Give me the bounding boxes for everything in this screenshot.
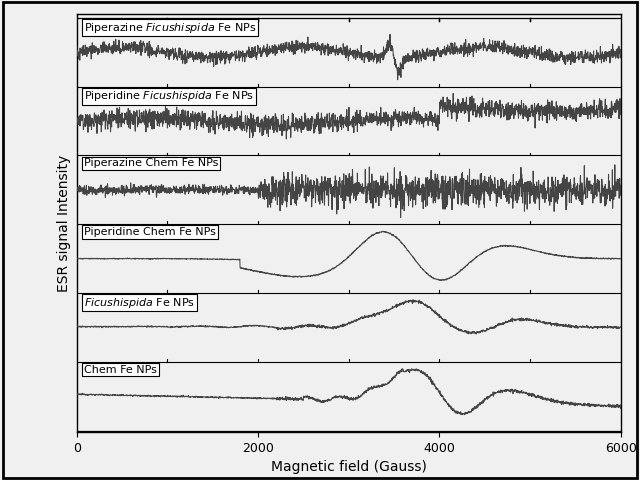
X-axis label: Magnetic field (Gauss): Magnetic field (Gauss)	[271, 460, 427, 474]
Text: Piperidine Chem Fe NPs: Piperidine Chem Fe NPs	[84, 227, 216, 237]
Text: Piperidine $\it{Ficus hispida}$ Fe NPs: Piperidine $\it{Ficus hispida}$ Fe NPs	[84, 89, 254, 103]
Text: Chem Fe NPs: Chem Fe NPs	[84, 365, 157, 374]
Y-axis label: ESR signal Intensity: ESR signal Intensity	[57, 155, 71, 292]
Text: $\it{Ficus hispida}$ Fe NPs: $\it{Ficus hispida}$ Fe NPs	[84, 296, 195, 310]
Text: Piperazine Chem Fe NPs: Piperazine Chem Fe NPs	[84, 158, 218, 168]
Text: Piperazine $\it{Ficus hispida}$ Fe NPs: Piperazine $\it{Ficus hispida}$ Fe NPs	[84, 21, 257, 35]
